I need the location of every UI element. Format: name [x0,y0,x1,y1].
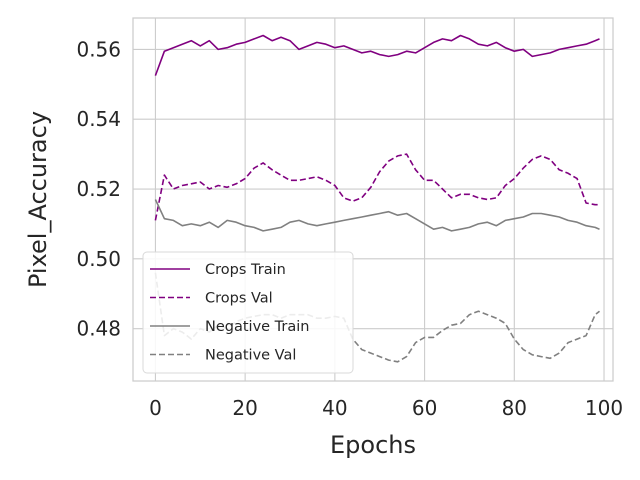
x-tick-label: 40 [322,396,347,420]
y-axis-ticks: 0.48 0.50 0.52 0.54 0.56 [76,37,121,340]
legend: Crops Train Crops Val Negative Train Negati… [142,251,354,374]
y-axis-label: Pixel_Accuracy [24,111,52,288]
x-tick-label: 20 [232,396,257,420]
y-tick-label: 0.52 [76,177,121,201]
legend-label: Negative Train [205,319,309,335]
series-layer [154,34,600,363]
y-tick-label: 0.56 [76,37,121,61]
x-tick-label: 0 [149,396,162,420]
y-tick-label: 0.48 [76,317,121,341]
series-line-crops-train [154,34,600,76]
legend-label: Crops Train [205,262,286,278]
x-tick-label: 100 [585,396,623,420]
plot-area-frame [132,17,614,382]
y-tick-label: 0.50 [76,247,121,271]
series-line-negative-train [154,199,600,232]
y-tick-label: 0.54 [76,107,121,131]
legend-label: Crops Val [205,291,273,307]
series-line-negative-val [154,272,600,363]
legend-label: Negative Val [205,348,296,364]
x-tick-label: 80 [502,396,527,420]
series-line-crops-val [154,153,600,221]
x-tick-label: 60 [412,396,437,420]
x-axis-label: Epochs [330,431,416,459]
x-axis-ticks: 0 20 40 60 80 100 [149,396,623,420]
legend-box [142,251,354,374]
